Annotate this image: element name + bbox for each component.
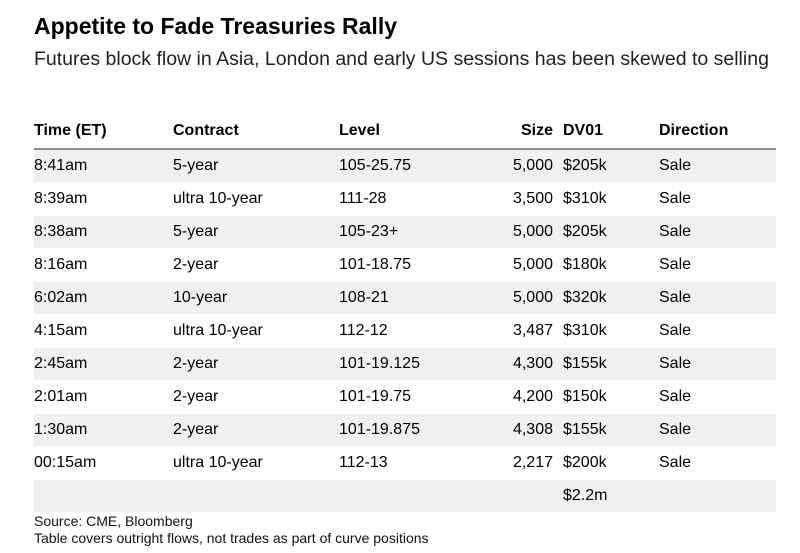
column-header-direction: Direction	[659, 114, 776, 150]
table-row: 8:16am 2-year 101-18.75 5,000 $180k Sale	[34, 248, 776, 282]
cell-size: 5,000	[467, 248, 563, 282]
cell-level: 105-25.75	[339, 148, 467, 183]
cell-time: 00:15am	[34, 446, 173, 480]
cell-contract: 2-year	[173, 413, 339, 447]
cell-direction: Sale	[659, 248, 776, 282]
cell-time: 8:41am	[34, 148, 173, 183]
cell-size: 5,000	[467, 215, 563, 249]
cell-level: 112-13	[339, 446, 467, 480]
cell-time: 2:01am	[34, 380, 173, 414]
cell-time: 8:38am	[34, 215, 173, 249]
cell-dv01: $200k	[563, 446, 659, 480]
cell-size: 3,487	[467, 314, 563, 348]
cell-contract: ultra 10-year	[173, 314, 339, 348]
cell-contract: 5-year	[173, 215, 339, 249]
cell-dv01: $155k	[563, 413, 659, 447]
table-note: Table covers outright flows, not trades …	[34, 530, 429, 546]
cell-direction: Sale	[659, 380, 776, 414]
cell-contract: 2-year	[173, 380, 339, 414]
cell-direction: Sale	[659, 446, 776, 480]
cell-size: 4,300	[467, 347, 563, 381]
table-row: 8:39am ultra 10-year 111-28 3,500 $310k Sale	[34, 182, 776, 216]
total-row: $2.2m	[34, 479, 776, 512]
cell-direction: Sale	[659, 281, 776, 315]
footer: Source: CME, Bloomberg Table covers outr…	[34, 513, 429, 547]
cell-direction	[659, 479, 776, 512]
cell-level: 112-12	[339, 314, 467, 348]
cell-dv01: $205k	[563, 215, 659, 249]
block-flow-table: Time (ET) Contract Level Size DV01 Direc…	[34, 114, 776, 512]
table-row: 8:38am 5-year 105-23+ 5,000 $205k Sale	[34, 215, 776, 249]
cell-contract: 5-year	[173, 148, 339, 183]
cell-direction: Sale	[659, 148, 776, 183]
cell-direction: Sale	[659, 314, 776, 348]
cell-size: 2,217	[467, 446, 563, 480]
cell-size: 5,000	[467, 281, 563, 315]
cell-level: 108-21	[339, 281, 467, 315]
cell-size: 3,500	[467, 182, 563, 216]
table-row: 4:15am ultra 10-year 112-12 3,487 $310k Sale	[34, 314, 776, 348]
table-row: 2:01am 2-year 101-19.75 4,200 $150k Sale	[34, 380, 776, 414]
table-body: 8:41am 5-year 105-25.75 5,000 $205k Sale 8:39a…	[34, 148, 776, 512]
cell-time: 8:39am	[34, 182, 173, 216]
cell-time: 8:16am	[34, 248, 173, 282]
cell-level: 101-19.75	[339, 380, 467, 414]
table-row: 6:02am 10-year 108-21 5,000 $320k Sale	[34, 281, 776, 315]
cell-direction: Sale	[659, 347, 776, 381]
cell-level: 105-23+	[339, 215, 467, 249]
cell-size: 4,200	[467, 380, 563, 414]
cell-dv01: $320k	[563, 281, 659, 315]
cell-dv01: $180k	[563, 248, 659, 282]
cell-time: 1:30am	[34, 413, 173, 447]
cell-time	[34, 479, 173, 512]
cell-direction: Sale	[659, 413, 776, 447]
cell-time: 4:15am	[34, 314, 173, 348]
cell-level: 101-18.75	[339, 248, 467, 282]
cell-level: 101-19.125	[339, 347, 467, 381]
page-title: Appetite to Fade Treasuries Rally	[34, 13, 398, 39]
cell-level: 101-19.875	[339, 413, 467, 447]
column-header-contract: Contract	[173, 114, 339, 150]
table-header: Time (ET) Contract Level Size DV01 Direc…	[34, 114, 776, 150]
cell-direction: Sale	[659, 215, 776, 249]
cell-contract: ultra 10-year	[173, 446, 339, 480]
cell-contract	[173, 479, 339, 512]
page-subtitle: Futures block flow in Asia, London and e…	[34, 48, 769, 70]
cell-direction: Sale	[659, 182, 776, 216]
column-header-time: Time (ET)	[34, 114, 173, 150]
column-header-size: Size	[467, 114, 563, 150]
cell-dv01: $310k	[563, 314, 659, 348]
cell-level: 111-28	[339, 182, 467, 216]
cell-dv01: $155k	[563, 347, 659, 381]
cell-dv01: $310k	[563, 182, 659, 216]
table-header-row: Time (ET) Contract Level Size DV01 Direc…	[34, 114, 776, 150]
cell-time: 6:02am	[34, 281, 173, 315]
table-row: 8:41am 5-year 105-25.75 5,000 $205k Sale	[34, 148, 776, 183]
cell-contract: 2-year	[173, 347, 339, 381]
cell-dv01: $205k	[563, 148, 659, 183]
cell-contract: ultra 10-year	[173, 182, 339, 216]
cell-dv01: $2.2m	[563, 479, 659, 512]
table-row: 1:30am 2-year 101-19.875 4,308 $155k Sale	[34, 413, 776, 447]
cell-size: 4,308	[467, 413, 563, 447]
cell-dv01: $150k	[563, 380, 659, 414]
cell-level	[339, 479, 467, 512]
column-header-level: Level	[339, 114, 467, 150]
cell-size: 5,000	[467, 148, 563, 183]
source-note: Source: CME, Bloomberg	[34, 513, 193, 529]
table-row: 00:15am ultra 10-year 112-13 2,217 $200k Sale	[34, 446, 776, 480]
column-header-dv01: DV01	[563, 114, 659, 150]
cell-time: 2:45am	[34, 347, 173, 381]
cell-contract: 2-year	[173, 248, 339, 282]
cell-contract: 10-year	[173, 281, 339, 315]
cell-size	[467, 479, 563, 512]
table-row: 2:45am 2-year 101-19.125 4,300 $155k Sale	[34, 347, 776, 381]
